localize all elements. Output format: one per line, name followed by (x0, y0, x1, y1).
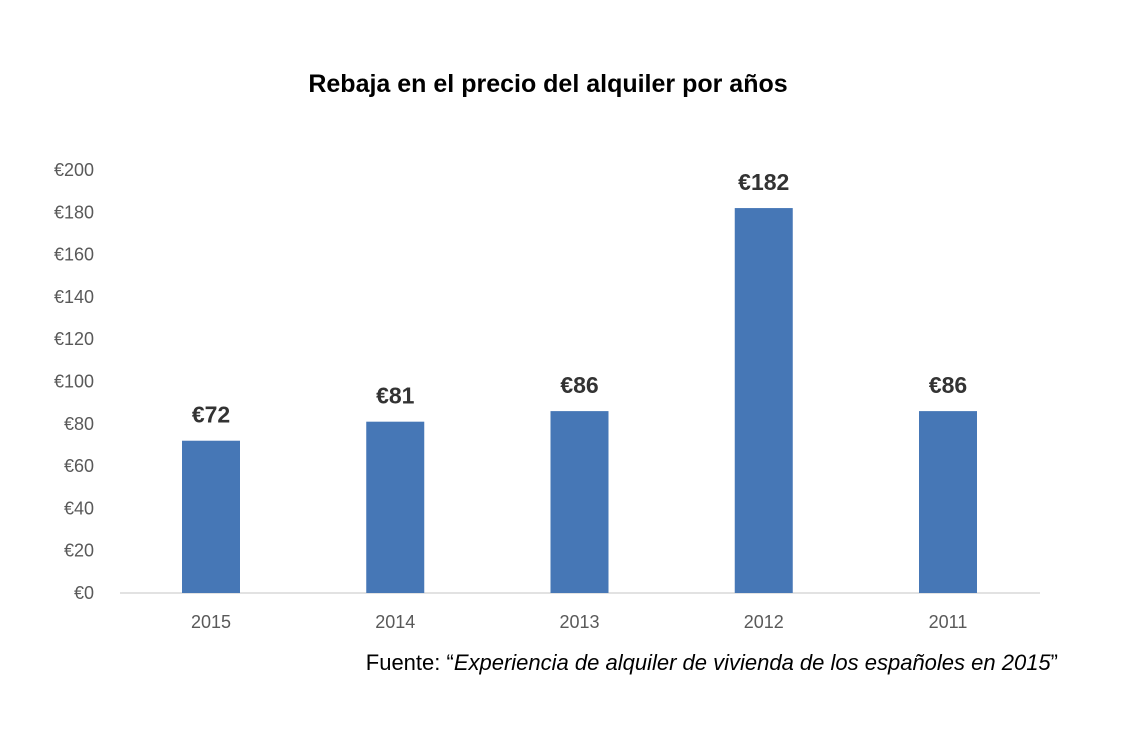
bar-2013 (550, 411, 609, 593)
data-label: €182 (738, 169, 789, 195)
y-tick-label: €200 (54, 160, 94, 180)
source-suffix: ” (1050, 650, 1058, 675)
bar-2011 (919, 411, 977, 593)
y-tick-label: €120 (54, 329, 94, 349)
bar-2012 (734, 208, 793, 593)
bar-2015 (182, 440, 240, 593)
y-tick-label: €140 (54, 287, 94, 307)
x-tick-label: 2011 (929, 612, 968, 632)
y-tick-label: €100 (54, 372, 94, 392)
chart-title: Rebaja en el precio del alquiler por año… (308, 70, 788, 98)
source-title: Experiencia de alquiler de vivienda de l… (453, 650, 1051, 675)
y-tick-label: €80 (64, 414, 94, 434)
y-tick-label: €20 (64, 541, 94, 561)
bar-2014 (366, 421, 425, 593)
data-label: €81 (376, 383, 415, 409)
y-tick-label: €160 (54, 245, 94, 265)
data-label: €86 (560, 372, 598, 398)
data-label: €86 (929, 372, 967, 398)
source-prefix: Fuente: “ (365, 650, 454, 675)
x-tick-label: 2013 (559, 612, 599, 632)
y-tick-label: €0 (74, 583, 94, 603)
y-tick-label: €180 (54, 202, 94, 222)
x-tick-label: 2012 (744, 612, 784, 632)
y-tick-label: €60 (64, 456, 94, 476)
source-note: Fuente: “Experiencia de alquiler de vivi… (366, 650, 1058, 676)
y-tick-label: €40 (64, 498, 94, 518)
x-tick-label: 2014 (375, 612, 415, 632)
x-tick-label: 2015 (191, 612, 231, 632)
data-label: €72 (192, 402, 230, 428)
